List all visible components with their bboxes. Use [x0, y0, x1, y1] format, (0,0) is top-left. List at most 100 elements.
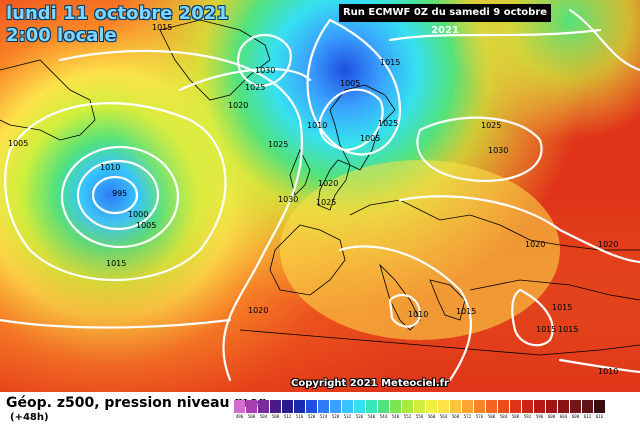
run-info-banner: Run ECMWF 0Z du samedi 9 octobre 2021 [339, 4, 551, 36]
pressure-label: 1015 [380, 58, 400, 67]
pressure-label: 1020 [228, 101, 248, 110]
scale-label: 516 [295, 414, 304, 419]
scale-label: 524 [319, 414, 328, 419]
pressure-label: 1015 [152, 23, 172, 32]
scale-swatch [234, 400, 245, 413]
scale-label: 496 [235, 414, 244, 419]
scale-swatch [390, 400, 401, 413]
scale-swatch [378, 400, 389, 413]
scale-label: 504 [259, 414, 268, 419]
pressure-label: 1030 [278, 195, 298, 204]
pressure-labels: 1015 1030 1025 1020 1015 1005 1020 1010 1005 1025… [8, 23, 618, 376]
scale-swatch [438, 400, 449, 413]
scale-swatch [282, 400, 293, 413]
pressure-label: 1010 [408, 310, 428, 319]
forecast-time: 2:00 locale [6, 25, 117, 46]
scale-swatch [582, 400, 593, 413]
scale-swatch [366, 400, 377, 413]
scale-label: 588 [511, 414, 520, 419]
scale-label: 576 [475, 414, 484, 419]
scale-label: 584 [499, 414, 508, 419]
scale-swatch [546, 400, 557, 413]
scale-swatch [486, 400, 497, 413]
scale-label: 616 [595, 414, 604, 419]
scale-swatch [258, 400, 269, 413]
pressure-label: 1020 [598, 240, 618, 249]
scale-swatch [246, 400, 257, 413]
scale-swatch [330, 400, 341, 413]
pressure-label: 1020 [318, 179, 338, 188]
scale-label: 552 [403, 414, 412, 419]
scale-swatch [498, 400, 509, 413]
pressure-label: 1025 [268, 140, 288, 149]
pressure-label: 1015 [106, 259, 126, 268]
pressure-label: 1010 [100, 163, 120, 172]
scale-swatch [534, 400, 545, 413]
scale-label: 580 [487, 414, 496, 419]
scale-swatch [426, 400, 437, 413]
scale-label: 608 [571, 414, 580, 419]
pressure-label: 1005 [340, 79, 360, 88]
scale-swatch [474, 400, 485, 413]
scale-swatch [342, 400, 353, 413]
scale-swatch [450, 400, 461, 413]
product-title: Géop. z500, pression niveau mer [6, 395, 266, 411]
scale-label: 612 [583, 414, 592, 419]
scale-label: 532 [343, 414, 352, 419]
scale-label: 536 [355, 414, 364, 419]
scale-swatch [510, 400, 521, 413]
scale-swatch [318, 400, 329, 413]
scale-swatch [414, 400, 425, 413]
pressure-label: 1015 [552, 303, 572, 312]
pressure-label: 1020 [248, 306, 268, 315]
pressure-label: 1005 [8, 139, 28, 148]
pressure-label: 1005 [136, 221, 156, 230]
pressure-label: 995 [112, 189, 127, 198]
scale-swatch [354, 400, 365, 413]
forecast-date: lundi 11 octobre 2021 [6, 3, 229, 24]
scale-label: 540 [367, 414, 376, 419]
scale-swatch [306, 400, 317, 413]
scale-swatch [294, 400, 305, 413]
pressure-label: 1015 [558, 325, 578, 334]
legend-footer: Géop. z500, pression niveau mer (+48h) 4… [0, 392, 640, 427]
scale-label: 592 [523, 414, 532, 419]
isobars [0, 8, 640, 382]
copyright-notice: Copyright 2021 Meteociel.fr [291, 378, 449, 389]
pressure-label: 1025 [245, 83, 265, 92]
scale-swatch [462, 400, 473, 413]
pressure-label: 1025 [378, 119, 398, 128]
pressure-label: 1000 [128, 210, 148, 219]
scale-swatch [270, 400, 281, 413]
pressure-label: 1015 [456, 307, 476, 316]
scale-swatch [558, 400, 569, 413]
scale-label: 556 [415, 414, 424, 419]
pressure-label: 1010 [307, 121, 327, 130]
scale-label: 508 [271, 414, 280, 419]
scale-label: 572 [463, 414, 472, 419]
pressure-label: 1020 [525, 240, 545, 249]
scale-swatch [570, 400, 581, 413]
scale-swatch [402, 400, 413, 413]
scale-label: 568 [451, 414, 460, 419]
scale-label: 548 [391, 414, 400, 419]
pressure-label: 1010 [598, 367, 618, 376]
pressure-label: 1030 [255, 66, 275, 75]
scale-label: 600 [547, 414, 556, 419]
pressure-label: 1025 [481, 121, 501, 130]
pressure-label: 1030 [488, 146, 508, 155]
scale-swatch [594, 400, 605, 413]
scale-label: 564 [439, 414, 448, 419]
pressure-label: 1015 [536, 325, 556, 334]
scale-label: 512 [283, 414, 292, 419]
scale-label: 596 [535, 414, 544, 419]
scale-label: 560 [427, 414, 436, 419]
scale-label: 544 [379, 414, 388, 419]
scale-label: 604 [559, 414, 568, 419]
scale-swatch [522, 400, 533, 413]
coastlines [0, 19, 640, 356]
forecast-offset: (+48h) [10, 412, 49, 423]
pressure-label: 1005 [360, 134, 380, 143]
scale-label: 500 [247, 414, 256, 419]
scale-label: 520 [307, 414, 316, 419]
